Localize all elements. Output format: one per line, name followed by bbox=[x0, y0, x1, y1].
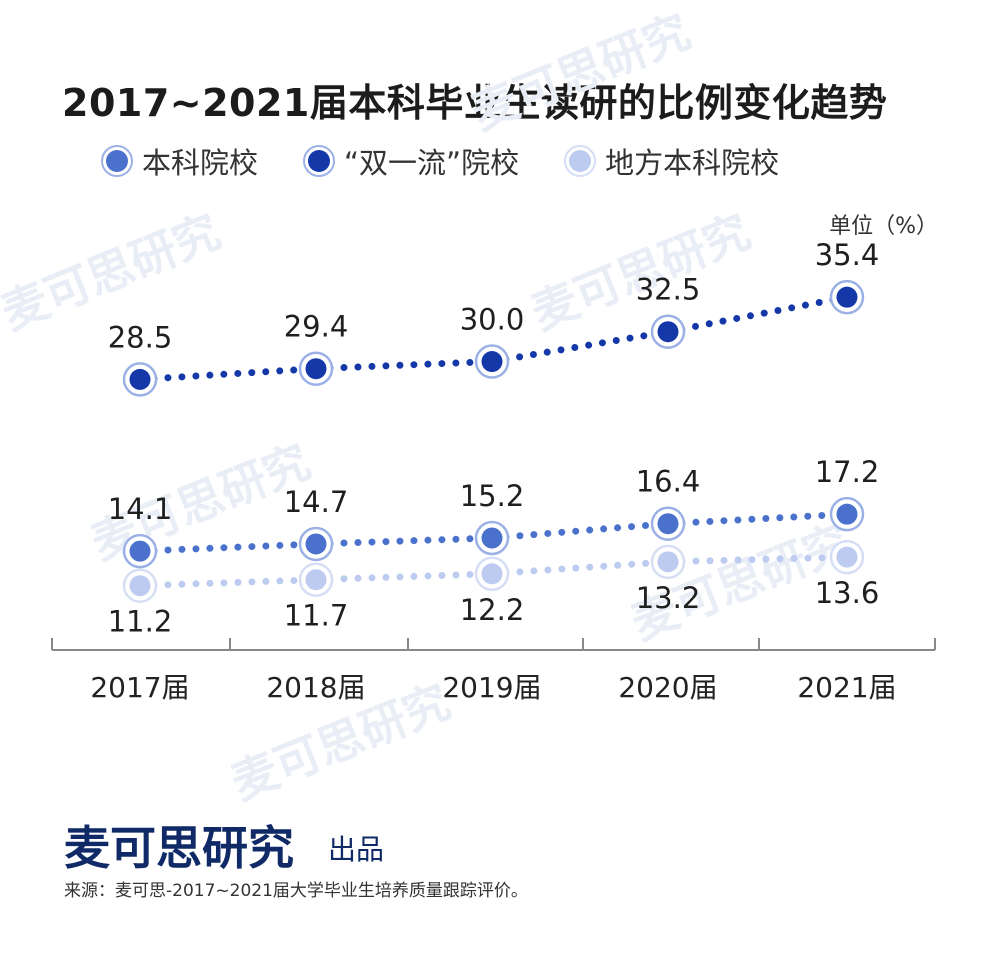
x-axis: 2017届 2018届 2019届 2020届 2021届 bbox=[51, 638, 936, 704]
data-label: 14.7 bbox=[284, 485, 349, 519]
unit-label: 单位（%） bbox=[829, 214, 938, 239]
data-point bbox=[305, 569, 327, 591]
x-tick-label: 2021届 bbox=[797, 671, 896, 704]
x-tick-label: 2019届 bbox=[442, 671, 541, 704]
data-label: 29.4 bbox=[284, 310, 349, 344]
data-label: 11.2 bbox=[108, 605, 173, 639]
data-point bbox=[657, 321, 679, 343]
x-tick-label: 2020届 bbox=[618, 671, 717, 704]
data-point bbox=[129, 368, 151, 390]
data-label: 28.5 bbox=[108, 320, 173, 354]
data-label: 14.1 bbox=[108, 492, 173, 526]
series-line-segment bbox=[136, 365, 320, 383]
data-point bbox=[305, 358, 327, 380]
data-point bbox=[481, 351, 503, 373]
medium-blue-dot-icon bbox=[101, 145, 133, 177]
data-point bbox=[836, 503, 858, 525]
legend-item-undergrad: 本科院校 bbox=[100, 140, 258, 182]
series-line-segment bbox=[136, 576, 320, 590]
x-tick-label: 2017届 bbox=[90, 671, 189, 704]
data-label: 35.4 bbox=[815, 238, 880, 272]
data-label: 30.0 bbox=[460, 303, 525, 337]
data-label: 16.4 bbox=[636, 465, 701, 499]
legend-item-double-first-class: “双一流”院校 bbox=[302, 140, 519, 182]
x-tick-label: 2018届 bbox=[266, 671, 365, 704]
data-point bbox=[305, 533, 327, 555]
data-point bbox=[481, 563, 503, 585]
data-point bbox=[481, 527, 503, 549]
series-line-segment bbox=[664, 553, 851, 566]
dark-blue-dot-icon bbox=[303, 145, 336, 177]
data-point bbox=[129, 575, 151, 597]
data-label: 13.6 bbox=[815, 576, 880, 610]
legend: 本科院校 “双一流”院校 地方本科院校 bbox=[100, 140, 823, 182]
data-label: 12.2 bbox=[460, 593, 525, 627]
data-point bbox=[836, 546, 858, 568]
legend-item-local-undergrad: 地方本科院校 bbox=[563, 140, 779, 182]
series-line-segment bbox=[136, 540, 320, 555]
series-layer bbox=[122, 279, 865, 603]
data-point bbox=[836, 286, 858, 308]
data-label: 32.5 bbox=[636, 273, 701, 307]
legend-label-double-first-class: “双一流”院校 bbox=[344, 146, 520, 180]
series-line-segment bbox=[488, 558, 672, 578]
data-label: 13.2 bbox=[636, 581, 701, 615]
footer-source: 来源：麦可思-2017~2021届大学毕业生培养质量跟踪评价。 bbox=[64, 881, 528, 901]
series-line-segment bbox=[312, 534, 496, 548]
data-point bbox=[657, 513, 679, 535]
series-line-segment bbox=[312, 570, 496, 584]
data-label: 15.2 bbox=[460, 479, 525, 513]
series-line-segment bbox=[664, 293, 851, 336]
light-blue-dot-icon bbox=[564, 145, 597, 177]
data-label: 11.7 bbox=[284, 599, 349, 633]
legend-label-undergrad: 本科院校 bbox=[142, 146, 259, 180]
series-line-segment bbox=[312, 358, 496, 373]
data-label-layer: 11.2 11.7 12.2 13.2 13.6 14.1 14.7 15.2 16.4 17.2… bbox=[108, 238, 880, 639]
data-label: 17.2 bbox=[815, 455, 880, 489]
series-line-segment bbox=[488, 328, 672, 366]
legend-label-local-undergrad: 地方本科院校 bbox=[605, 146, 780, 180]
data-point bbox=[129, 540, 151, 562]
watermark-text: 麦可思研究 bbox=[464, 4, 697, 140]
footer-brand: 麦可思研究 bbox=[64, 821, 294, 875]
footer-produced: 出品 bbox=[328, 833, 385, 866]
chart-title: 2017~2021届本科毕业生读研的比例变化趋势 bbox=[62, 81, 888, 125]
series-line-segment bbox=[664, 510, 851, 528]
series-line-segment bbox=[488, 520, 672, 542]
data-point bbox=[657, 551, 679, 573]
